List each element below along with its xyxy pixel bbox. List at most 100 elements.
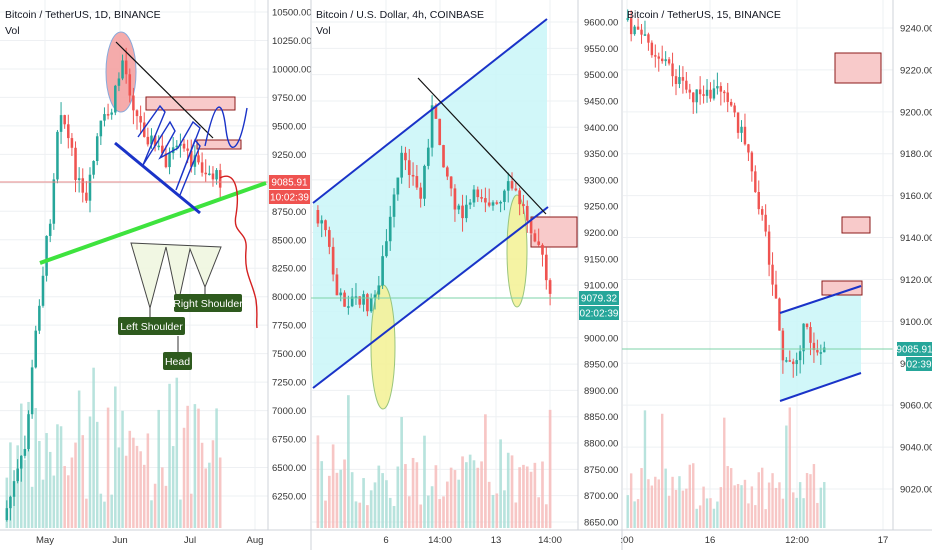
candle-body	[63, 115, 66, 125]
volume-bar	[525, 466, 529, 528]
candle-body	[106, 114, 110, 116]
volume-bar	[77, 390, 81, 528]
panel-1-head-shoulders-pattern[interactable]	[130, 242, 222, 310]
volume-bar	[114, 386, 117, 528]
candle-body	[335, 274, 339, 296]
volume-bar	[27, 401, 30, 528]
candle-body	[150, 135, 153, 145]
volume-bar	[681, 490, 685, 528]
candle-body	[193, 155, 197, 167]
price-tick-label: 9140.00	[900, 233, 932, 244]
panel-3-price-tag	[897, 342, 932, 356]
volume-bar	[200, 442, 204, 528]
volume-bar	[377, 465, 381, 528]
volume-bar	[453, 470, 457, 528]
panel-2-time-axis[interactable]: 6 14:00 13 14:00	[383, 535, 562, 546]
candle-body	[381, 256, 384, 286]
price-tick-label: 6500.00	[272, 463, 306, 474]
volume-bar	[48, 451, 52, 528]
candle-body	[664, 59, 667, 62]
volume-bar	[664, 468, 667, 528]
volume-bar	[468, 454, 472, 528]
price-tick-label: 8850.00	[584, 412, 618, 423]
price-tick-label: 9550.00	[584, 44, 618, 55]
candle-body	[771, 264, 774, 285]
candle-body	[812, 342, 816, 351]
price-tick-label: 9600.00	[584, 18, 618, 29]
volume-bar	[434, 465, 438, 528]
volume-bar	[362, 478, 365, 528]
volume-bar	[415, 462, 419, 528]
candle-body	[377, 285, 381, 295]
volume-bar	[45, 433, 48, 528]
candle-body	[823, 347, 826, 353]
candle-body	[404, 152, 407, 161]
candle-body	[438, 118, 442, 146]
panel-1-projection-red[interactable]	[219, 175, 258, 329]
panel-2-channel-top[interactable]	[312, 18, 548, 204]
panel-1-countdown-tag-text: 10:02:39	[270, 193, 309, 204]
volume-bar	[121, 410, 124, 528]
panel-3[interactable]: 9240.00 9220.00 9200.00 9180.00 9160.00 9140.…	[620, 0, 932, 550]
candle-body	[805, 323, 809, 328]
volume-bar	[171, 446, 175, 528]
panel-1-descending-trendline[interactable]	[115, 41, 214, 139]
panel-1-flag-lines[interactable]	[137, 104, 201, 196]
price-tick-label: 8800.00	[584, 439, 618, 450]
volume-bar	[74, 442, 77, 528]
panel-3-channel-bottom[interactable]	[779, 372, 862, 402]
volume-bar	[661, 413, 664, 528]
volume-bar	[38, 440, 41, 528]
panel-3-channel-top[interactable]	[779, 285, 862, 314]
candle-body	[522, 204, 525, 206]
volume-bar	[626, 495, 629, 528]
candle-body	[506, 181, 510, 191]
candle-body	[816, 350, 819, 353]
volume-bar	[407, 496, 411, 528]
candle-body	[186, 148, 189, 151]
price-tick-label: 9250.00	[272, 150, 306, 161]
volume-bar	[778, 482, 781, 528]
volume-bar	[537, 497, 541, 528]
volume-bar	[548, 409, 552, 528]
panel-1-time-axis[interactable]: May Jun Jul Aug	[36, 535, 263, 546]
volume-bar	[774, 487, 778, 528]
panel-2-price-axis[interactable]: 9600.00 9550.00 9500.00 9450.00 9400.00 9350.…	[584, 18, 618, 529]
panel-1-resistance-box-small	[196, 139, 242, 150]
volume-bar	[392, 505, 396, 528]
candle-body	[495, 202, 499, 204]
volume-bar	[510, 455, 514, 528]
panel-2-candles	[316, 95, 552, 317]
candle-body	[5, 508, 9, 520]
candle-body	[661, 58, 664, 62]
candle-body	[392, 194, 396, 217]
panel-1-flag-bottom-line[interactable]	[114, 141, 201, 215]
panel-1[interactable]: Left Shoulder Right Shoulder Head 10500.…	[0, 0, 312, 546]
volume-bar	[85, 498, 88, 528]
candle-body	[415, 176, 419, 188]
candle-body	[373, 294, 377, 299]
time-tick-label: May	[36, 535, 54, 546]
candle-body	[430, 105, 434, 148]
candle-body	[795, 360, 798, 365]
candle-body	[723, 91, 726, 94]
volume-bar	[726, 466, 729, 528]
panel-1-support-trendline[interactable]	[39, 181, 267, 265]
panel-3-time-axis[interactable]: :00 16 12:00 17	[620, 535, 888, 546]
volume-bar	[358, 502, 362, 528]
panel-2-channel-bottom[interactable]	[312, 206, 549, 389]
panel-2-descending-trendline[interactable]	[417, 77, 547, 215]
time-tick-label: 14:00	[428, 535, 452, 546]
panel-2[interactable]: 9600.00 9550.00 9500.00 9450.00 9400.00 9350.…	[310, 0, 619, 550]
candle-body	[537, 241, 541, 245]
volume-bar	[533, 462, 537, 528]
volume-bar	[419, 504, 423, 528]
candle-body	[636, 26, 640, 30]
candle-body	[168, 153, 171, 168]
volume-bar	[430, 486, 434, 528]
candle-body	[453, 188, 457, 210]
candle-body	[726, 92, 729, 102]
volume-bar	[400, 417, 403, 528]
volume-bar	[629, 473, 633, 528]
panel-1-projection-blue[interactable]	[204, 106, 248, 149]
